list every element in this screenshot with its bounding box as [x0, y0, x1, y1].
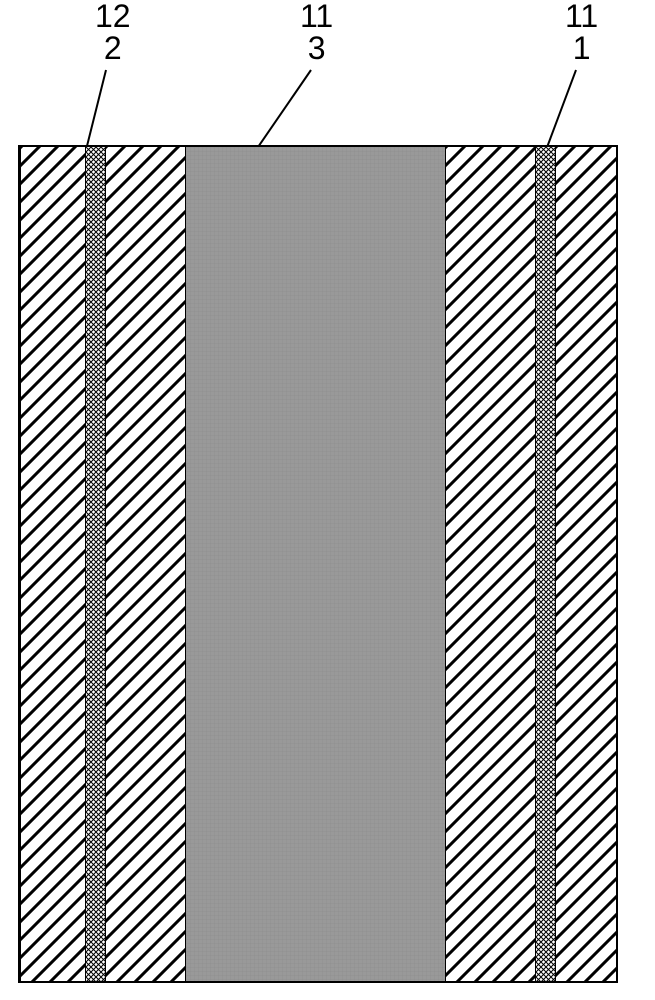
callout-label-1: 113 — [300, 0, 333, 64]
thin-left-cross — [85, 147, 105, 981]
leader-line-0 — [85, 70, 107, 150]
label-top-text: 11 — [565, 0, 598, 32]
cross-section-diagram — [18, 145, 618, 983]
leader-line-1 — [255, 69, 312, 150]
label-bottom-text: 3 — [300, 32, 333, 64]
inner-left-hatch — [105, 147, 185, 981]
figure-container: 122113111 — [0, 0, 655, 1000]
leader-line-2 — [545, 70, 577, 151]
thin-right-cross — [535, 147, 555, 981]
callout-label-2: 111 — [565, 0, 598, 64]
center-gray — [185, 147, 445, 981]
label-top-text: 12 — [95, 0, 131, 32]
inner-right-hatch — [445, 147, 535, 981]
label-bottom-text: 1 — [565, 32, 598, 64]
callout-label-0: 122 — [95, 0, 131, 64]
label-top-text: 11 — [300, 0, 333, 32]
outer-left-hatch — [20, 147, 85, 981]
outer-right-hatch — [555, 147, 616, 981]
label-bottom-text: 2 — [95, 32, 131, 64]
labels-row: 122113111 — [0, 0, 655, 90]
